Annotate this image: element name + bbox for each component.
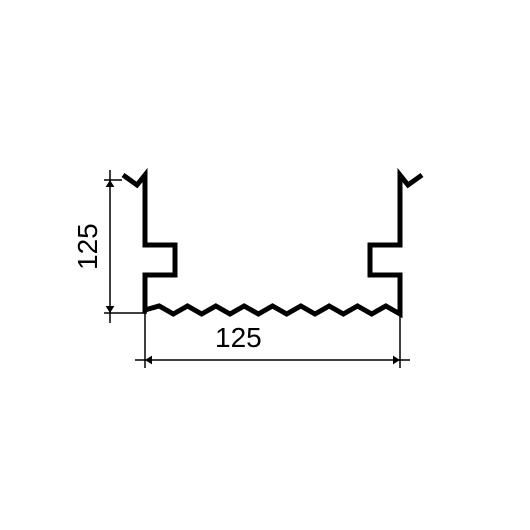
width-dimension-label: 125	[215, 322, 262, 354]
height-dimension-label: 125	[72, 223, 104, 270]
